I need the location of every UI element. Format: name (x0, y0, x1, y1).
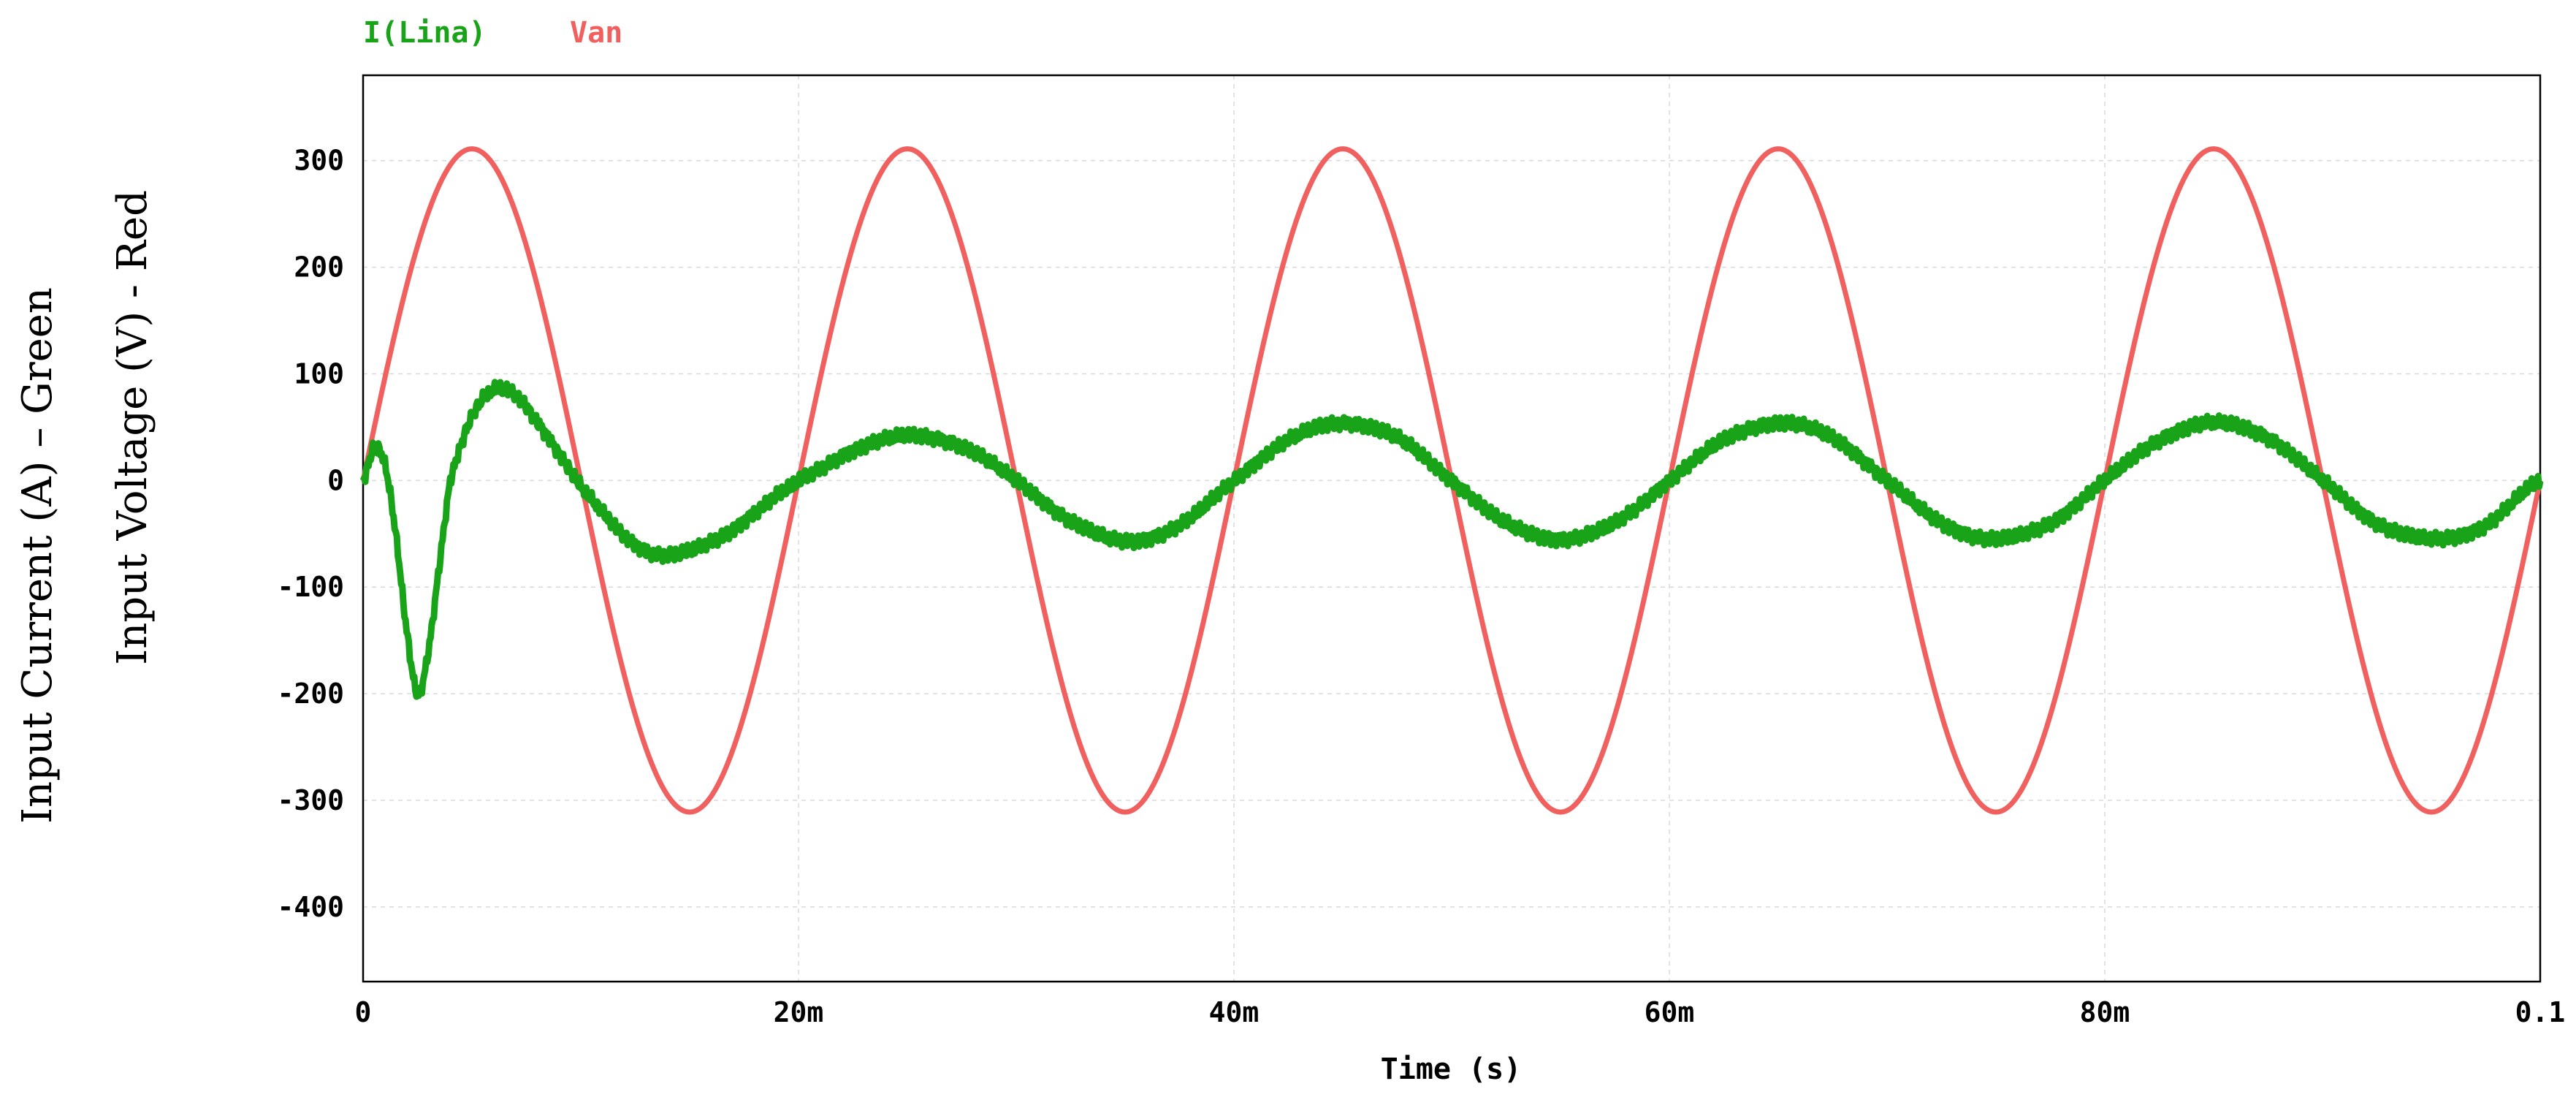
x-tick-label: 60m (1645, 996, 1695, 1028)
y-axis-ticks: 300 200 100 0 -100 -200 -300 -400 (277, 145, 344, 923)
series-layer (359, 146, 2544, 815)
x-tick-label: 0.1 (2515, 996, 2566, 1028)
series-line-current (359, 379, 2544, 700)
grid (363, 75, 2540, 982)
legend: I(Lina) Van (363, 16, 622, 50)
x-tick-label: 0 (355, 996, 372, 1028)
y-axis-title-voltage: Input Voltage (V) - Red (109, 190, 156, 665)
plot-frame (362, 74, 2542, 983)
y-tick-label: 0 (327, 464, 344, 496)
x-tick-label: 40m (1209, 996, 1260, 1028)
x-axis-ticks: 0 20m 40m 60m 80m 0.1 (355, 996, 2566, 1028)
y-tick-label: -300 (277, 784, 344, 816)
y-tick-label: -100 (277, 571, 344, 603)
legend-entry-voltage: Van (570, 16, 622, 50)
y-tick-label: 200 (294, 251, 344, 284)
y-tick-label: 300 (294, 145, 344, 177)
x-axis-title: Time (s) (1381, 1052, 1522, 1086)
x-tick-label: 20m (774, 996, 824, 1028)
y-tick-label: -400 (277, 891, 344, 923)
y-tick-label: 100 (294, 357, 344, 390)
y-tick-label: -200 (277, 678, 344, 710)
x-tick-label: 80m (2080, 996, 2130, 1028)
y-axis-title: Input Current (A) – Green Input Voltage … (14, 190, 156, 824)
y-axis-title-current: Input Current (A) – Green (14, 287, 61, 824)
legend-entry-current: I(Lina) (363, 16, 487, 50)
